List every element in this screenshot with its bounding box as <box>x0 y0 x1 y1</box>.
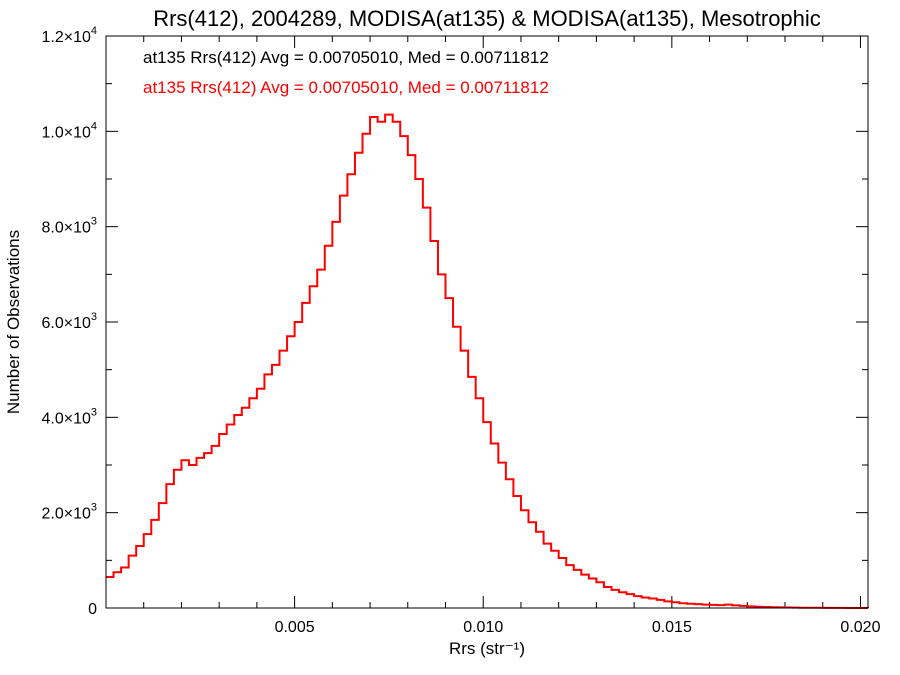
series-layer <box>106 113 869 609</box>
y-tick-label: 0 <box>88 601 97 618</box>
y-axis-ticks: 0 2.0×103 4.0×103 6.0×103 8.0×103 1.0×104 1.2×… <box>41 25 868 618</box>
x-tick-label: 0.020 <box>840 619 880 636</box>
x-tick-label: 0.005 <box>275 619 315 636</box>
chart-title: Rrs(412), 2004289, MODISA(at135) & MODIS… <box>153 6 821 31</box>
y-tick-label: 4.0×103 <box>41 406 97 427</box>
x-axis-ticks: 0.005 0.010 0.015 0.020 <box>143 36 881 636</box>
x-tick-label: 0.010 <box>463 619 503 636</box>
annotation-black: at135 Rrs(412) Avg = 0.00705010, Med = 0… <box>143 48 549 67</box>
annotation-red: at135 Rrs(412) Avg = 0.00705010, Med = 0… <box>143 78 549 97</box>
y-tick-label: 6.0×103 <box>41 311 97 332</box>
y-tick-label: 1.0×104 <box>41 120 97 141</box>
y-tick-label: 1.2×104 <box>41 25 97 46</box>
plot-frame <box>105 35 869 609</box>
y-tick-label: 8.0×103 <box>41 216 97 237</box>
y-tick-label: 2.0×103 <box>41 502 97 523</box>
x-tick-label: 0.015 <box>652 619 692 636</box>
y-axis-label: Number of Observations <box>4 230 23 414</box>
histogram-series-0 <box>106 113 869 609</box>
x-axis-label: Rrs (str⁻¹) <box>449 639 525 658</box>
